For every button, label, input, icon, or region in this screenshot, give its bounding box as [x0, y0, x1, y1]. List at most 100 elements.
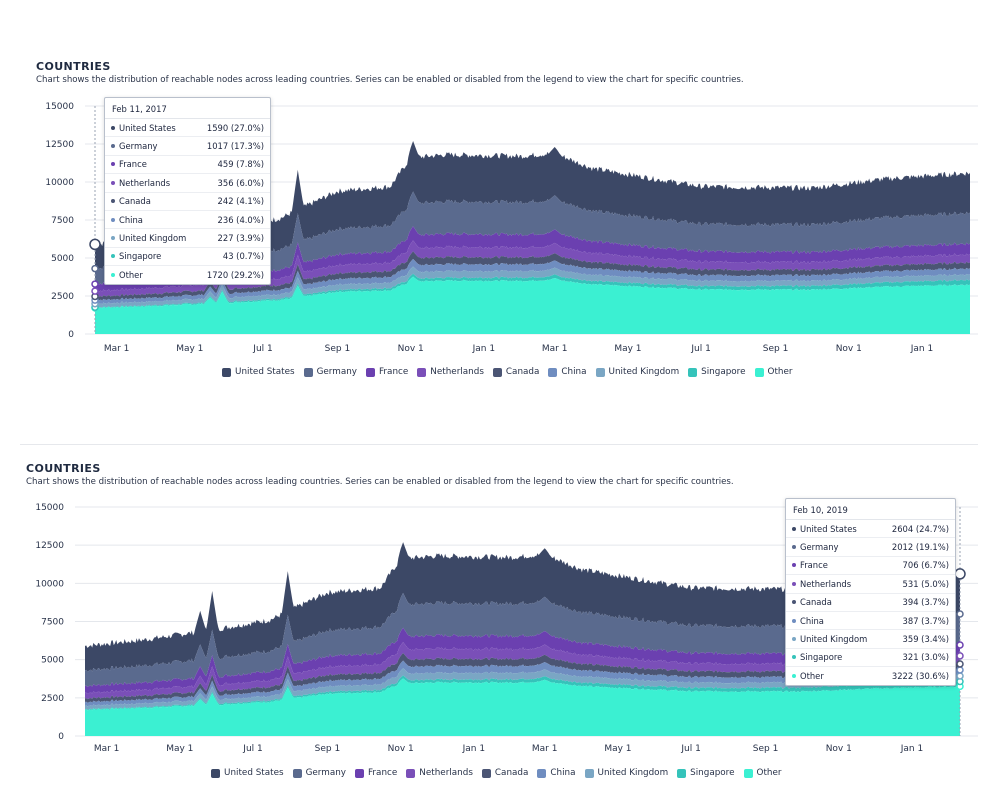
tooltip-series-name: United States	[119, 122, 176, 133]
chart-subtitle-2: Chart shows the distribution of reachabl…	[26, 477, 734, 487]
chart-legend-1: United States Germany France Netherlands Can…	[222, 367, 802, 377]
legend-swatch	[677, 768, 687, 778]
legend-label: United States	[235, 367, 295, 377]
hover-marker	[91, 287, 99, 295]
legend-label: Singapore	[690, 768, 735, 778]
tooltip-series-name: Singapore	[119, 251, 162, 262]
legend-item-united-kingdom[interactable]: United Kingdom	[584, 768, 668, 778]
legend-swatch	[417, 367, 427, 377]
y-tick-label: 5000	[51, 254, 74, 264]
tooltip-series-name: United States	[800, 523, 857, 534]
tooltip-row: Netherlands 356 (6.0%)	[105, 174, 270, 193]
legend-swatch	[292, 768, 302, 778]
chart-subtitle-1: Chart shows the distribution of reachabl…	[36, 75, 744, 85]
area-series-france[interactable]	[95, 226, 970, 292]
tooltip-series-value: 531 (5.0%)	[902, 578, 949, 589]
area-series-canada[interactable]	[95, 251, 970, 301]
legend-swatch	[548, 367, 558, 377]
tooltip-series-name: Canada	[800, 597, 832, 608]
legend-item-canada[interactable]: Canada	[492, 367, 540, 377]
legend-swatch	[595, 367, 605, 377]
series-dot-icon	[792, 600, 796, 605]
area-series-china[interactable]	[95, 259, 970, 305]
tooltip-row: Singapore 321 (3.0%)	[786, 649, 955, 668]
area-series-united-kingdom[interactable]	[95, 266, 970, 308]
x-tick-label: Nov 1	[836, 344, 862, 354]
series-dot-icon	[792, 618, 796, 623]
tooltip-row: France 459 (7.8%)	[105, 156, 270, 175]
legend-label: Canada	[505, 367, 540, 377]
series-dot-icon	[111, 236, 115, 241]
legend-item-united-kingdom[interactable]: United Kingdom	[595, 367, 679, 377]
series-dot-icon	[111, 162, 115, 167]
area-series-china[interactable]	[85, 660, 960, 707]
legend-label: China	[561, 367, 587, 377]
legend-item-canada[interactable]: Canada	[481, 768, 529, 778]
legend-swatch	[366, 367, 376, 377]
legend-item-germany[interactable]: Germany	[292, 768, 346, 778]
legend-label: Other	[767, 367, 793, 377]
tooltip-series-value: 706 (6.7%)	[902, 560, 949, 571]
tooltip-series-name: China	[800, 615, 824, 626]
area-series-netherlands[interactable]	[95, 240, 970, 298]
area-series-united-kingdom[interactable]	[85, 668, 960, 710]
legend-label: Canada	[494, 768, 529, 778]
area-series-canada[interactable]	[85, 653, 960, 703]
hover-marker	[956, 652, 964, 660]
legend-item-other[interactable]: Other	[743, 768, 782, 778]
hover-marker	[91, 280, 99, 288]
legend-swatch	[754, 367, 764, 377]
area-series-other[interactable]	[95, 276, 970, 334]
hover-marker	[89, 238, 101, 251]
tooltip-date: Feb 10, 2019	[786, 499, 955, 520]
tooltip-row: Canada 242 (4.1%)	[105, 193, 270, 211]
x-tick-label: Mar 1	[532, 744, 558, 754]
legend-item-germany[interactable]: Germany	[303, 367, 357, 377]
y-tick-label: 7500	[41, 618, 64, 628]
tooltip-series-value: 2604 (24.7%)	[891, 523, 949, 534]
legend-item-other[interactable]: Other	[754, 367, 793, 377]
legend-item-netherlands[interactable]: Netherlands	[417, 367, 484, 377]
tooltip-row: United Kingdom 227 (3.9%)	[105, 229, 270, 248]
legend-item-netherlands[interactable]: Netherlands	[406, 768, 473, 778]
x-tick-label: Jul 1	[252, 344, 272, 354]
tooltip-row: Canada 394 (3.7%)	[786, 594, 955, 612]
series-dot-icon	[111, 144, 115, 149]
legend-item-united-states[interactable]: United States	[211, 768, 284, 778]
x-tick-label: Jul 1	[680, 744, 700, 754]
tooltip-series-value: 394 (3.7%)	[902, 597, 949, 608]
series-dot-icon	[792, 526, 796, 531]
legend-item-france[interactable]: France	[355, 768, 397, 778]
legend-label: Other	[756, 768, 782, 778]
legend-label: Singapore	[701, 367, 746, 377]
tooltip-row: Netherlands 531 (5.0%)	[786, 575, 955, 594]
tooltip-series-value: 459 (7.8%)	[217, 159, 264, 170]
legend-swatch	[584, 768, 594, 778]
hover-marker	[956, 641, 964, 649]
y-tick-label: 0	[58, 732, 64, 742]
hover-marker	[956, 660, 964, 668]
hover-marker	[954, 568, 966, 580]
x-tick-label: Jan 1	[462, 744, 485, 754]
x-tick-label: May 1	[614, 344, 641, 354]
legend-item-united-states[interactable]: United States	[222, 367, 295, 377]
legend-swatch	[355, 768, 365, 778]
tooltip-row: Other 1720 (29.2%)	[105, 266, 270, 283]
tooltip-row: United States 1590 (27.0%)	[105, 119, 270, 138]
legend-swatch	[688, 367, 698, 377]
x-tick-label: Jan 1	[910, 344, 933, 354]
series-dot-icon	[111, 272, 115, 277]
tooltip-series-name: France	[800, 560, 828, 571]
series-dot-icon	[792, 673, 796, 678]
legend-item-singapore[interactable]: Singapore	[688, 367, 746, 377]
legend-item-singapore[interactable]: Singapore	[677, 768, 735, 778]
y-tick-label: 2500	[41, 694, 64, 704]
area-series-other[interactable]	[85, 678, 960, 736]
tooltip-row: Germany 2012 (19.1%)	[786, 538, 955, 557]
legend-item-china[interactable]: China	[548, 367, 587, 377]
tooltip-series-name: Canada	[119, 196, 151, 207]
tooltip-series-name: United Kingdom	[119, 233, 187, 244]
legend-item-france[interactable]: France	[366, 367, 408, 377]
legend-item-china[interactable]: China	[537, 768, 576, 778]
series-dot-icon	[111, 254, 115, 259]
